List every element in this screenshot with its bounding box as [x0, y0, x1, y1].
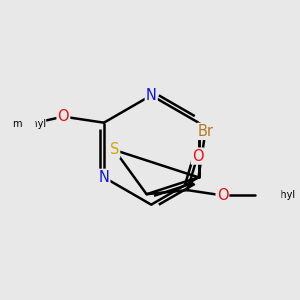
Text: S: S — [110, 142, 119, 158]
Text: Br: Br — [197, 124, 213, 139]
Text: methyl: methyl — [261, 190, 295, 200]
Text: N: N — [146, 88, 157, 103]
Text: N: N — [98, 170, 109, 185]
Text: O: O — [192, 148, 203, 164]
Text: O: O — [58, 109, 69, 124]
Text: methyl: methyl — [12, 119, 46, 129]
Text: O: O — [217, 188, 228, 203]
